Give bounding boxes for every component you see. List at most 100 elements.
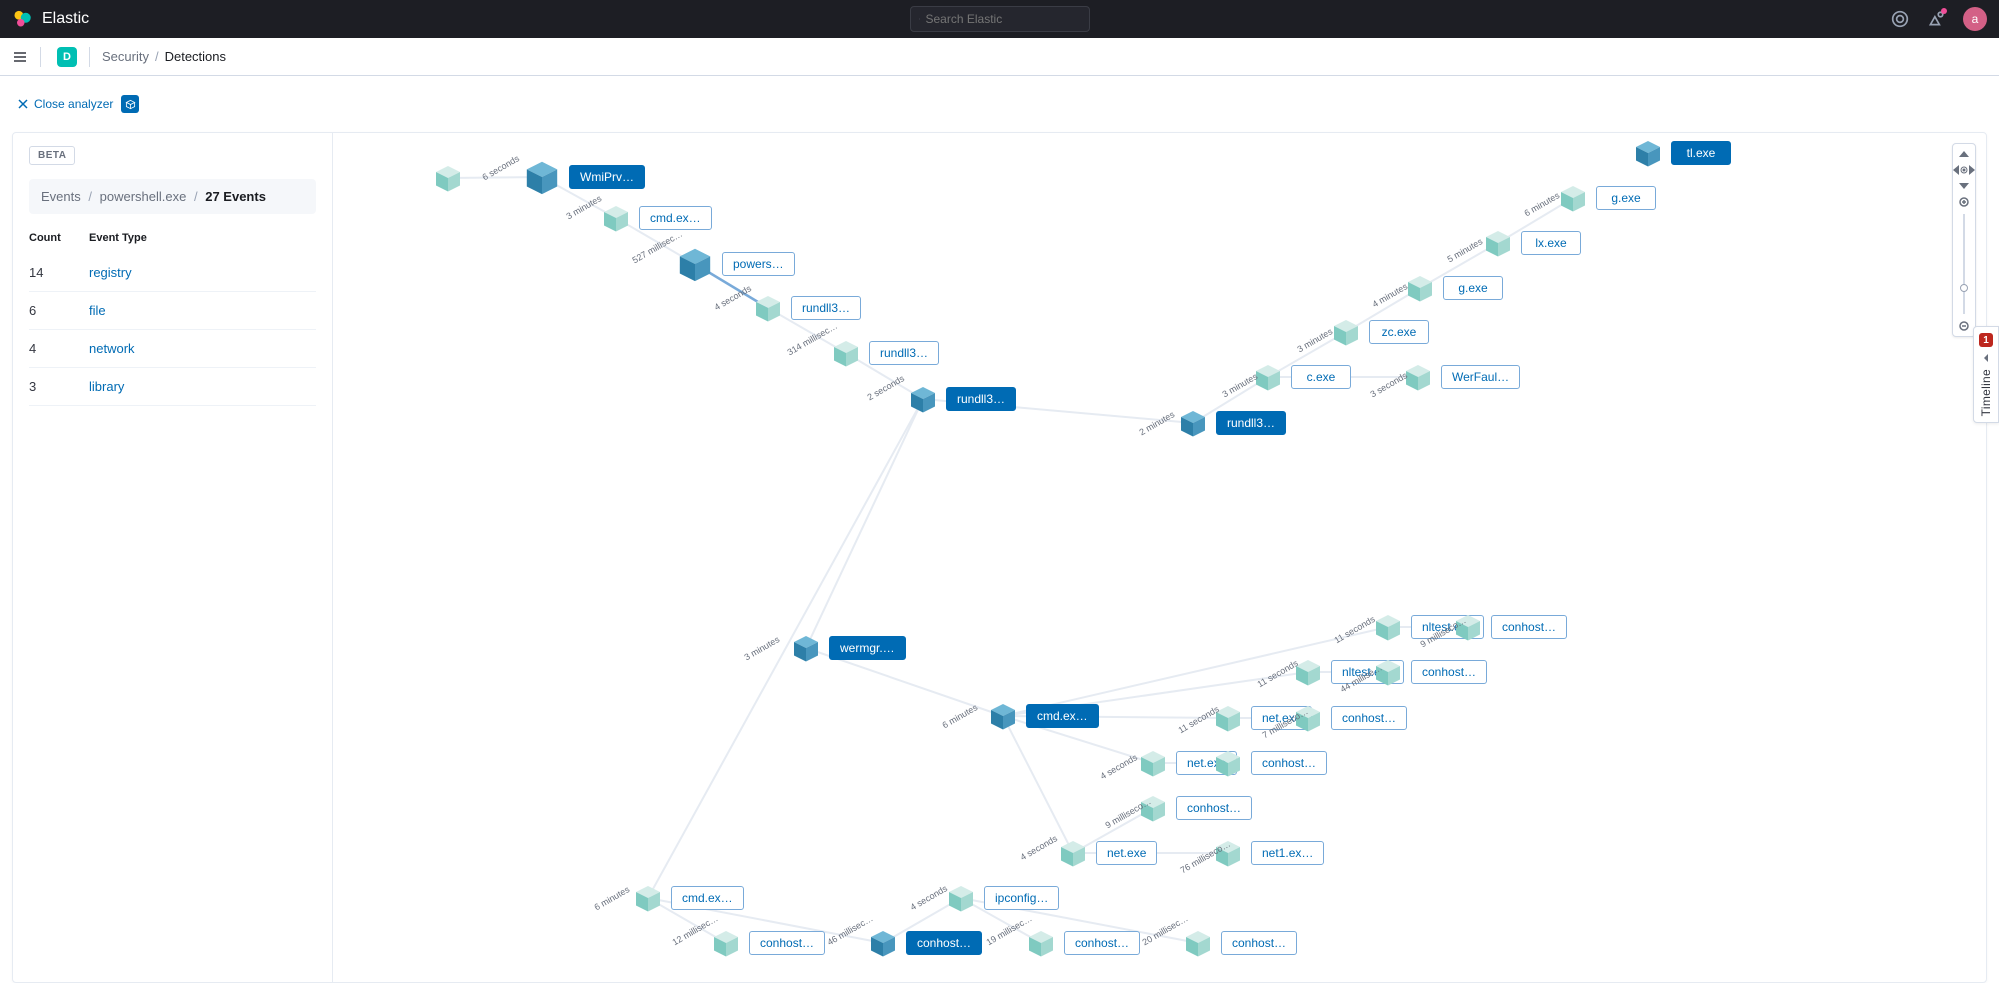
node-label[interactable]: WmiPrv…	[569, 165, 645, 189]
node-label[interactable]: rundll3…	[791, 296, 861, 320]
edge-label: 2 minutes	[1138, 409, 1177, 437]
process-node[interactable]: cmd.ex…	[601, 203, 712, 233]
process-node[interactable]: conhost…	[1453, 612, 1567, 642]
node-label[interactable]: conhost…	[1221, 931, 1297, 955]
process-node[interactable]: conhost…	[711, 928, 825, 958]
node-label[interactable]: cmd.ex…	[671, 886, 744, 910]
process-node[interactable]: cmd.ex…	[633, 883, 744, 913]
node-label[interactable]: net.exe	[1096, 841, 1157, 865]
process-node[interactable]: lx.exe	[1483, 228, 1581, 258]
node-label[interactable]: powers…	[722, 252, 795, 276]
node-label[interactable]: g.exe	[1596, 186, 1656, 210]
node-label[interactable]: conhost…	[1251, 751, 1327, 775]
app-badge[interactable]: D	[57, 47, 77, 67]
edge-label: 3 minutes	[565, 193, 604, 221]
timeline-flyout-tab[interactable]: 1 Timeline	[1973, 326, 1999, 423]
crumb-process[interactable]: powershell.exe	[100, 189, 187, 204]
process-node[interactable]: cmd.ex…	[988, 701, 1099, 731]
node-label[interactable]: conhost…	[1411, 660, 1487, 684]
node-label[interactable]: wermgr.…	[829, 636, 906, 660]
node-label[interactable]: conhost…	[1331, 706, 1407, 730]
search-icon	[919, 13, 920, 25]
user-avatar[interactable]: a	[1963, 7, 1987, 31]
process-node[interactable]: conhost…	[1026, 928, 1140, 958]
node-label[interactable]: rundll3…	[869, 341, 939, 365]
process-tree-graph[interactable]: WmiPrv… cmd.ex… powers… rundll3… rundll3…	[333, 133, 1986, 982]
event-type-table: Count Event Type 14registry6file4network…	[29, 232, 316, 406]
breadcrumb-security[interactable]: Security	[102, 49, 149, 64]
node-label[interactable]: cmd.ex…	[639, 206, 712, 230]
recenter-button[interactable]	[1953, 162, 1975, 178]
process-node[interactable]: zc.exe	[1331, 317, 1429, 347]
table-row: 3library	[29, 368, 316, 406]
topbar: Elastic a	[0, 0, 1999, 38]
pan-up-button[interactable]	[1953, 146, 1975, 162]
search-input[interactable]	[926, 12, 1081, 26]
node-label[interactable]: lx.exe	[1521, 231, 1581, 255]
process-node[interactable]: g.exe	[1558, 183, 1656, 213]
process-node[interactable]: conhost…	[1373, 657, 1487, 687]
close-analyzer-button[interactable]: Close analyzer	[18, 97, 113, 111]
graph-edges	[333, 133, 1986, 982]
node-label[interactable]: conhost…	[1064, 931, 1140, 955]
cell-type[interactable]: file	[89, 292, 316, 330]
node-label[interactable]: rundll3…	[946, 387, 1016, 411]
process-node[interactable]: g.exe	[1405, 273, 1503, 303]
node-label[interactable]: g.exe	[1443, 276, 1503, 300]
node-label[interactable]: tl.exe	[1671, 141, 1731, 165]
zoom-in-button[interactable]	[1953, 194, 1975, 210]
edge-label: 2 seconds	[866, 373, 907, 402]
process-node[interactable]: rundll3…	[753, 293, 861, 323]
cell-type[interactable]: library	[89, 368, 316, 406]
process-node[interactable]: net.exe	[1058, 838, 1157, 868]
node-label[interactable]: ipconfig…	[984, 886, 1059, 910]
col-count: Count	[29, 232, 89, 254]
pan-down-button[interactable]	[1953, 178, 1975, 194]
breadcrumb: Security / Detections	[102, 49, 226, 64]
node-label[interactable]: conhost…	[1491, 615, 1567, 639]
brand[interactable]: Elastic	[12, 9, 89, 29]
process-node[interactable]: rundll3…	[908, 384, 1016, 414]
cell-type[interactable]: registry	[89, 254, 316, 292]
node-label[interactable]: zc.exe	[1369, 320, 1429, 344]
process-node[interactable]: conhost…	[1138, 793, 1252, 823]
cell-type[interactable]: network	[89, 330, 316, 368]
node-label[interactable]: rundll3…	[1216, 411, 1286, 435]
node-label[interactable]: net1.ex…	[1251, 841, 1324, 865]
crumb-events[interactable]: Events	[41, 189, 81, 204]
node-label[interactable]: cmd.ex…	[1026, 704, 1099, 728]
process-node[interactable]: conhost…	[868, 928, 982, 958]
nav-toggle-icon[interactable]	[12, 49, 28, 65]
table-row: 6file	[29, 292, 316, 330]
timeline-count-badge: 1	[1979, 333, 1993, 347]
process-node[interactable]: wermgr.…	[791, 633, 906, 663]
graph-view-button[interactable]	[121, 95, 139, 113]
edge-label: 11 seconds	[1333, 614, 1377, 645]
process-node[interactable]: rundll3…	[1178, 408, 1286, 438]
subheader: D Security / Detections	[0, 38, 1999, 76]
process-node[interactable]: c.exe	[1253, 362, 1351, 392]
process-node[interactable]: WerFaul…	[1403, 362, 1520, 392]
zoom-out-button[interactable]	[1953, 318, 1975, 334]
process-node[interactable]: powers…	[676, 245, 795, 283]
analyzer-sidebar: BETA Events / powershell.exe / 27 Events…	[13, 133, 333, 982]
cell-count: 14	[29, 254, 89, 292]
newsfeed-icon[interactable]	[1927, 10, 1945, 28]
process-node[interactable]: conhost…	[1183, 928, 1297, 958]
process-node[interactable]: ipconfig…	[946, 883, 1059, 913]
process-node[interactable]: conhost…	[1293, 703, 1407, 733]
process-node[interactable]	[433, 163, 463, 193]
node-label[interactable]: conhost…	[906, 931, 982, 955]
zoom-slider[interactable]	[1963, 214, 1965, 314]
edge-label: 3 minutes	[1296, 326, 1335, 354]
node-label[interactable]: c.exe	[1291, 365, 1351, 389]
global-search[interactable]	[910, 6, 1090, 32]
process-node[interactable]: tl.exe	[1633, 138, 1731, 168]
help-icon[interactable]	[1891, 10, 1909, 28]
node-label[interactable]: WerFaul…	[1441, 365, 1520, 389]
process-node[interactable]: conhost…	[1213, 748, 1327, 778]
node-label[interactable]: conhost…	[1176, 796, 1252, 820]
node-label[interactable]: conhost…	[749, 931, 825, 955]
process-node[interactable]: WmiPrv…	[523, 158, 645, 196]
process-node[interactable]: rundll3…	[831, 338, 939, 368]
